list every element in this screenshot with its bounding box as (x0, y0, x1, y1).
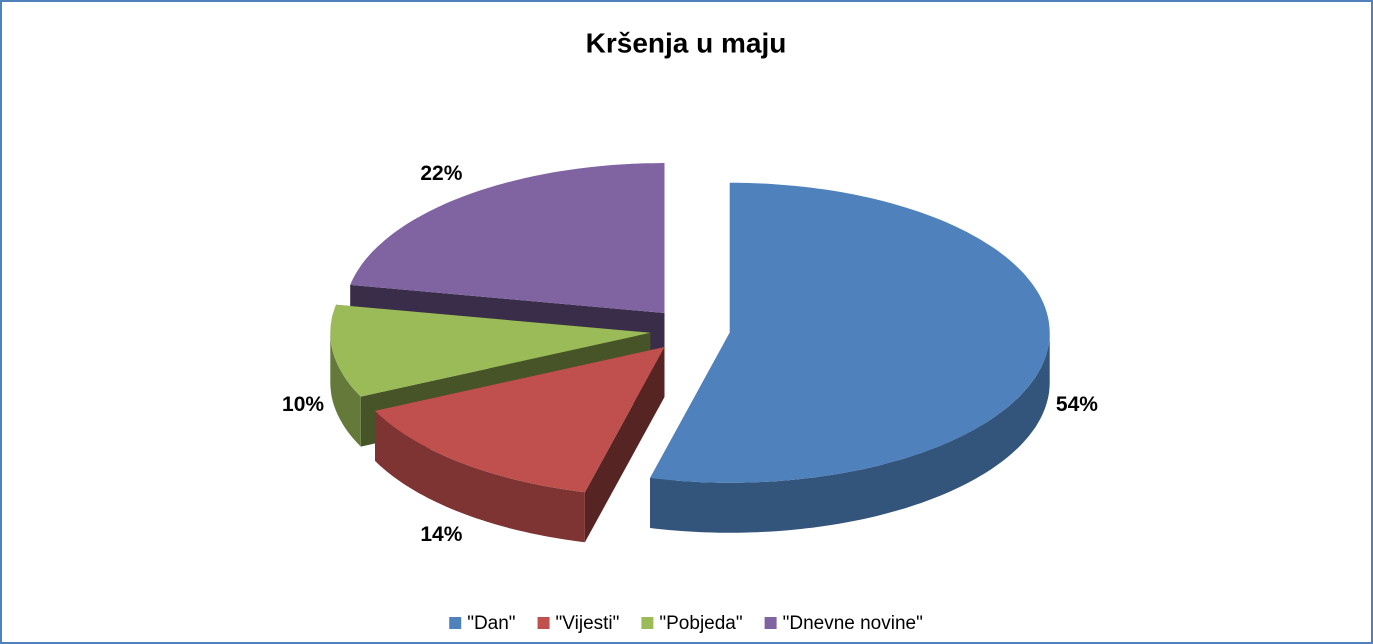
value-label: 14% (420, 523, 462, 546)
value-label: 10% (282, 393, 324, 416)
legend-swatch (537, 617, 550, 629)
pie-tops (330, 163, 1050, 493)
slice (350, 163, 665, 313)
legend-label: "Dnevne novine" (783, 613, 923, 634)
slice-wall (330, 332, 361, 447)
value-label: 22% (420, 162, 462, 185)
legend-label: "Vijesti" (556, 613, 620, 634)
slice (650, 182, 1050, 483)
slice (375, 347, 665, 493)
legend-label: "Pobjeda" (659, 613, 742, 634)
slice-wall (650, 332, 1050, 533)
legend-swatch (764, 617, 777, 629)
legend-label: "Dan" (467, 613, 515, 634)
slice (330, 304, 651, 397)
legend: "Dan" "Vijesti" "Pobjeda" "Dnevne novine" (449, 613, 923, 634)
legend-swatch (449, 617, 462, 629)
chart-title: Kršenja u maju (586, 27, 787, 58)
legend-swatch (641, 617, 654, 629)
value-label: 54% (1056, 393, 1098, 416)
slice-wall (375, 410, 585, 543)
